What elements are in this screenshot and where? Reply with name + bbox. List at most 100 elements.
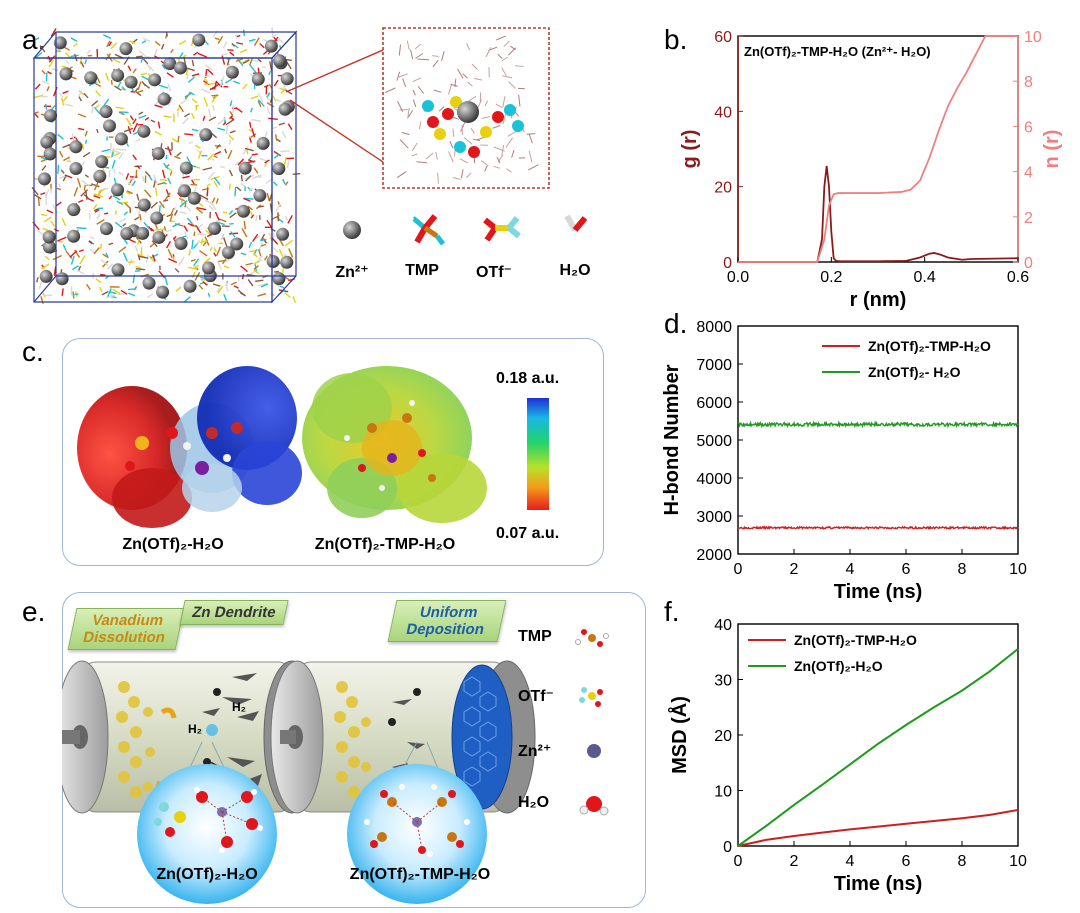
panel-a-legend-icons	[343, 214, 588, 246]
plot-frame	[737, 35, 1019, 263]
legend-label-2: Zn(OTf)₂- H₂O	[868, 364, 961, 380]
y-tick-label: 5000	[696, 433, 732, 450]
bubble-left-label: Zn(OTf)₂-H₂O	[156, 866, 258, 883]
y-axis-label: MSD (Å)	[667, 696, 691, 774]
x-tick-label: 0	[734, 853, 743, 870]
y-right-tick-label: 10	[1024, 29, 1042, 46]
x-tick-label: 8	[958, 561, 967, 578]
box-outline	[32, 30, 298, 304]
water-molecule-icon	[564, 214, 588, 232]
y-tick-label: 20	[714, 180, 732, 197]
y-tick-label: 2000	[696, 547, 732, 564]
x-axis-label: Time (ns)	[834, 873, 923, 895]
series-line-g-r	[738, 165, 1019, 263]
esp-left-label: Zn(OTf)₂-H₂O	[122, 536, 224, 553]
tmp-legend-icon	[575, 629, 609, 647]
y-right-tick-label: 8	[1024, 74, 1033, 91]
y-tick-label: 4000	[696, 471, 732, 488]
x-tick-label: 2	[790, 561, 799, 578]
zn-dendrites	[202, 673, 262, 786]
legend-e-h2o: H₂O	[518, 794, 550, 811]
y-tick-label: 40	[714, 104, 732, 121]
y-tick-label: 30	[714, 673, 732, 690]
esp-map-zn-otf-tmp-h2o	[302, 366, 487, 523]
h2-label-a: H₂	[232, 700, 246, 714]
zoom-line-bottom	[289, 99, 384, 163]
x-tick-label: 0.6	[1007, 269, 1029, 286]
water-legend-icon	[579, 796, 609, 816]
solvation-bubble-right	[347, 764, 487, 904]
legend-h2o-label: H₂O	[559, 262, 591, 279]
banner-zn-dendrite: Zn Dendrite	[179, 600, 289, 625]
x-tick-label: 0.4	[914, 269, 936, 286]
x-axis-label: r (nm)	[850, 289, 907, 311]
bubble-right-label: Zn(OTf)₂-TMP-H₂O	[349, 866, 491, 883]
y-right-axis-label: n (r)	[1041, 130, 1063, 169]
chart-b-rdf: 0.0 0.2 0.4 0.602040600246810Zn(OTf)₂-TMP-H…	[680, 29, 1063, 311]
esp-scale-max: 0.18 a.u.	[496, 370, 560, 387]
legend-e-otf: OTf⁻	[518, 688, 554, 705]
esp-maps	[77, 366, 549, 528]
esp-map-zn-otf-h2o	[77, 366, 302, 528]
vanadium-cathode-right	[334, 681, 371, 798]
y-tick-label: 8000	[696, 319, 732, 336]
plot-frame	[737, 325, 1019, 555]
x-tick-label: 2	[790, 853, 799, 870]
solvation-structure-right	[364, 784, 470, 857]
y-right-tick-label: 0	[1024, 255, 1033, 272]
x-tick-label: 4	[846, 561, 855, 578]
panel-letter-d: d.	[664, 308, 688, 339]
zn-ion-icon	[343, 221, 361, 239]
panel-letter-a: a.	[22, 24, 46, 55]
x-tick-label: 6	[902, 853, 911, 870]
y-tick-label: 0	[723, 839, 732, 856]
chart-f-msd: 0 2 4 6 8 10 0 10 20 30 40 Zn(OTf)₂-TMP-H₂O Zn(OTf)₂…	[667, 617, 1027, 895]
vanadium-cathode-left	[116, 681, 155, 798]
chart-title: Zn(OTf)₂-TMP-H₂O (Zn²⁺- H₂O)	[744, 44, 931, 59]
x-tick-label: 0.0	[727, 269, 749, 286]
y-tick-label: 60	[714, 29, 732, 46]
y-tick-label: 7000	[696, 357, 732, 374]
solvation-structure-left	[154, 787, 263, 853]
legend-zn-label: Zn²⁺	[335, 264, 369, 281]
x-axis-label: Time (ns)	[834, 581, 923, 603]
y-tick-label: 3000	[696, 509, 732, 526]
y-tick-label: 6000	[696, 395, 732, 412]
zoom-inset-content	[384, 35, 539, 184]
x-tick-label: 10	[1009, 853, 1027, 870]
series-line-1	[737, 808, 1019, 847]
y-tick-label: 0	[723, 255, 732, 272]
y-tick-label: 10	[714, 784, 732, 801]
x-tick-label: 4	[846, 853, 855, 870]
battery-right	[270, 660, 536, 814]
x-tick-label: 0.2	[820, 269, 842, 286]
y-right-tick-label: 4	[1024, 165, 1033, 182]
banner-uniform-deposition: Uniform Deposition	[387, 600, 507, 642]
esp-color-scale	[527, 398, 549, 510]
battery-schematic	[62, 629, 609, 904]
panel-letter-e: e.	[22, 596, 46, 627]
series-line-n-r	[738, 35, 1018, 263]
series-line-1	[737, 525, 1019, 531]
x-tick-label: 6	[902, 561, 911, 578]
legend-otf-label: OTf⁻	[476, 264, 512, 281]
h2-label-b: H₂	[188, 722, 202, 736]
esp-right-label: Zn(OTf)₂-TMP-H₂O	[314, 536, 456, 553]
panel-letter-f: f.	[664, 596, 680, 627]
zn-legend-icon	[587, 744, 601, 758]
panel-letter-b: b.	[664, 24, 688, 55]
tmp-molecule-icon	[405, 214, 445, 246]
x-tick-label: 0	[734, 561, 743, 578]
banner-vanadium-dissolution: Vanadium Dissolution	[67, 608, 185, 650]
y-tick-label: 20	[714, 728, 732, 745]
otf-molecule-icon	[483, 216, 521, 242]
md-simulation-box	[31, 27, 550, 305]
y-right-tick-label: 6	[1024, 119, 1033, 136]
x-tick-label: 8	[958, 853, 967, 870]
y-tick-label: 40	[714, 617, 732, 634]
y-axis-label: g (r)	[680, 130, 701, 169]
legend-label-1: Zn(OTf)₂-TMP-H₂O	[794, 632, 917, 648]
zoom-line-top	[285, 49, 384, 93]
y-right-tick-label: 2	[1024, 210, 1033, 227]
legend-e-zn: Zn²⁺	[518, 743, 552, 760]
